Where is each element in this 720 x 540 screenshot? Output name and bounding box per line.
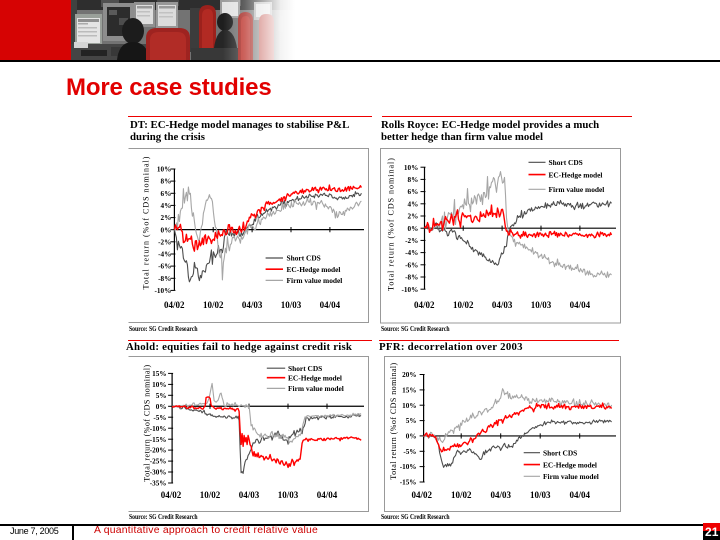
svg-text:-5%: -5% <box>403 448 416 456</box>
svg-text:-4%: -4% <box>158 251 171 259</box>
svg-text:Firm value model: Firm value model <box>287 276 343 285</box>
svg-text:-10%: -10% <box>402 286 419 294</box>
svg-text:-15%: -15% <box>400 479 417 487</box>
svg-text:-8%: -8% <box>405 274 418 282</box>
svg-text:Short CDS: Short CDS <box>288 364 322 373</box>
svg-text:15%: 15% <box>402 387 416 395</box>
svg-text:Short CDS: Short CDS <box>287 254 321 263</box>
svg-text:EC-Hedge model: EC-Hedge model <box>543 460 597 469</box>
svg-text:8%: 8% <box>408 176 419 184</box>
svg-text:10%: 10% <box>152 381 166 389</box>
svg-text:10%: 10% <box>404 164 418 172</box>
svg-text:04/03: 04/03 <box>242 300 263 310</box>
svg-text:5%: 5% <box>406 417 417 425</box>
svg-text:-35%: -35% <box>150 480 167 488</box>
svg-text:04/04: 04/04 <box>570 300 591 310</box>
svg-text:Short CDS: Short CDS <box>549 158 583 167</box>
svg-text:5%: 5% <box>156 392 167 400</box>
svg-text:10/03: 10/03 <box>531 300 552 310</box>
svg-text:10%: 10% <box>157 166 171 174</box>
svg-text:04/02: 04/02 <box>164 300 185 310</box>
svg-text:-2%: -2% <box>158 238 171 246</box>
svg-text:EC-Hedge model: EC-Hedge model <box>287 265 341 274</box>
svg-text:2%: 2% <box>161 214 172 222</box>
svg-text:04/03: 04/03 <box>492 300 513 310</box>
svg-text:10/03: 10/03 <box>281 300 302 310</box>
svg-text:Short CDS: Short CDS <box>543 448 577 457</box>
svg-text:-6%: -6% <box>158 263 171 271</box>
svg-text:-15%: -15% <box>150 436 167 444</box>
svg-text:Total return (%of CDS nominal): Total return (%of CDS nominal) <box>387 157 396 291</box>
svg-text:10/02: 10/02 <box>451 490 472 500</box>
svg-text:10/02: 10/02 <box>200 490 221 500</box>
svg-text:Firm value model: Firm value model <box>288 384 344 393</box>
svg-text:-5%: -5% <box>153 414 166 422</box>
svg-text:10/02: 10/02 <box>203 300 224 310</box>
svg-text:04/02: 04/02 <box>414 300 435 310</box>
svg-text:6%: 6% <box>408 188 419 196</box>
svg-text:04/04: 04/04 <box>569 490 590 500</box>
svg-text:-8%: -8% <box>158 275 171 283</box>
svg-text:0%: 0% <box>406 433 417 441</box>
svg-text:Total return (%of CDS nominal): Total return (%of CDS nominal) <box>143 364 152 481</box>
svg-text:Firm value model: Firm value model <box>549 185 605 194</box>
svg-text:04/04: 04/04 <box>317 490 338 500</box>
svg-text:0%: 0% <box>408 225 419 233</box>
svg-text:04/02: 04/02 <box>161 490 182 500</box>
svg-text:04/02: 04/02 <box>411 490 432 500</box>
svg-text:-4%: -4% <box>405 249 418 257</box>
svg-text:-10%: -10% <box>150 425 167 433</box>
svg-text:04/03: 04/03 <box>490 490 511 500</box>
svg-text:Total return (%of CDS nominal): Total return (%of CDS nominal) <box>389 362 398 479</box>
svg-text:10/03: 10/03 <box>278 490 299 500</box>
svg-text:10%: 10% <box>402 402 416 410</box>
svg-text:10/03: 10/03 <box>530 490 551 500</box>
svg-text:6%: 6% <box>161 190 172 198</box>
svg-text:4%: 4% <box>408 200 419 208</box>
svg-text:8%: 8% <box>161 178 172 186</box>
svg-text:10/02: 10/02 <box>453 300 474 310</box>
svg-text:EC-Hedge model: EC-Hedge model <box>288 373 342 382</box>
svg-text:0%: 0% <box>156 403 167 411</box>
svg-text:0%: 0% <box>161 226 172 234</box>
svg-text:Total return (%of CDS nominal): Total return (%of CDS nominal) <box>141 156 150 290</box>
svg-text:Firm value model: Firm value model <box>543 472 599 481</box>
svg-text:-10%: -10% <box>155 287 172 295</box>
svg-text:04/03: 04/03 <box>239 490 260 500</box>
svg-text:-30%: -30% <box>150 469 167 477</box>
svg-text:4%: 4% <box>161 202 172 210</box>
svg-text:-20%: -20% <box>150 447 167 455</box>
svg-text:2%: 2% <box>408 213 419 221</box>
svg-text:20%: 20% <box>402 371 416 379</box>
svg-text:-25%: -25% <box>150 458 167 466</box>
svg-text:15%: 15% <box>152 370 166 378</box>
svg-text:EC-Hedge model: EC-Hedge model <box>549 170 603 179</box>
svg-text:04/04: 04/04 <box>320 300 341 310</box>
svg-text:-6%: -6% <box>405 261 418 269</box>
svg-text:-10%: -10% <box>400 463 417 471</box>
svg-text:-2%: -2% <box>405 237 418 245</box>
